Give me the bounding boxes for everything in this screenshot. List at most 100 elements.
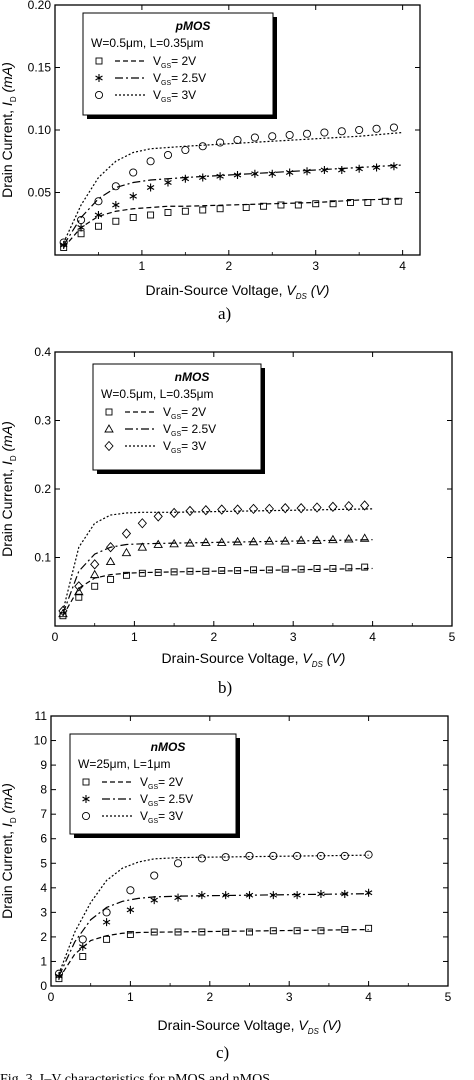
data-point	[293, 927, 301, 935]
x-tick-label: 5	[449, 630, 456, 644]
data-point	[233, 135, 242, 145]
x-tick-label: 4	[369, 630, 376, 644]
data-point	[170, 568, 178, 576]
data-point	[285, 168, 294, 177]
data-point	[293, 891, 301, 900]
data-point	[316, 851, 326, 860]
data-point	[245, 891, 254, 900]
legend-box	[82, 12, 274, 116]
legend-label-suffix: = 2.5V	[181, 422, 216, 436]
data-point	[146, 157, 155, 166]
data-point	[169, 538, 179, 548]
data-point	[154, 569, 162, 577]
x-tick-label: 4	[365, 990, 372, 1004]
data-point	[280, 536, 291, 545]
data-point	[79, 942, 87, 951]
y-tick-label: 2	[40, 930, 47, 944]
data-point	[174, 893, 182, 902]
x-axis-label-part: (V)	[307, 282, 330, 298]
x-tick-label: 4	[399, 259, 406, 273]
legend-marker	[105, 408, 113, 416]
data-point	[78, 935, 87, 944]
series-3	[54, 850, 373, 978]
data-point	[250, 566, 257, 574]
y-tick-label: 0.10	[28, 123, 52, 137]
data-point	[312, 535, 322, 544]
data-point	[185, 538, 195, 547]
data-point	[181, 207, 189, 215]
data-point	[102, 918, 111, 927]
data-point	[137, 542, 148, 551]
data-point	[250, 133, 259, 142]
legend-box	[92, 363, 262, 471]
y-tick-label: 0.3	[34, 414, 51, 428]
data-point	[251, 169, 259, 178]
legend-label-prefix: V	[163, 422, 171, 436]
y-axis-label-part: D	[9, 96, 18, 102]
data-point	[201, 537, 211, 546]
x-axis-label-part: (V)	[319, 1017, 342, 1033]
y-tick-label: 1	[40, 954, 47, 968]
data-point	[222, 928, 230, 936]
data-point	[328, 501, 338, 512]
legend-label-suffix: = 3V	[171, 88, 196, 102]
data-point	[201, 505, 211, 516]
data-point	[197, 854, 206, 863]
legend-device: pMOS	[175, 19, 211, 33]
legend-label-suffix: = 2.5V	[171, 71, 206, 85]
y-tick-label: 0.4	[34, 345, 51, 359]
data-point	[216, 138, 225, 147]
data-point	[355, 125, 364, 135]
data-point	[137, 518, 147, 529]
data-point	[77, 215, 86, 225]
y-tick-label: 0.1	[34, 551, 51, 565]
legend-label-sub: GS	[148, 784, 158, 791]
data-point	[233, 171, 242, 179]
data-point	[293, 851, 302, 860]
x-tick-label: 1	[127, 990, 134, 1004]
data-point	[338, 166, 346, 174]
x-tick-label: 3	[312, 259, 319, 273]
data-point	[74, 581, 84, 592]
data-point	[277, 201, 285, 209]
data-point	[248, 503, 259, 515]
x-tick-label: 5	[445, 990, 452, 1004]
data-point	[355, 164, 363, 173]
y-tick-label: 0.15	[28, 61, 52, 75]
data-point	[364, 199, 372, 206]
x-axis-label: Drain-Source Voltage, VDS (V)	[162, 650, 346, 669]
fit-line	[62, 539, 373, 614]
data-point	[340, 851, 349, 860]
data-point	[112, 201, 120, 209]
legend-label-sub: GS	[171, 431, 181, 438]
data-point	[344, 534, 354, 543]
y-tick-label: 11	[35, 709, 48, 723]
data-point	[126, 931, 134, 938]
data-point	[341, 926, 349, 933]
x-axis-label-part: Drain-Source Voltage,	[146, 282, 287, 298]
data-point	[121, 528, 132, 539]
legend-label: VGS= 2V	[163, 405, 206, 421]
data-point	[138, 569, 146, 577]
legend-label-prefix: V	[163, 439, 171, 453]
x-tick-label: 2	[225, 259, 232, 273]
x-axis-label-part: Drain-Source Voltage,	[162, 650, 303, 666]
y-tick-label: 4	[40, 881, 47, 895]
series-1	[55, 924, 373, 983]
data-point	[91, 582, 99, 590]
y-tick-label: 0.05	[28, 186, 52, 200]
legend-label-prefix: V	[153, 71, 161, 85]
data-point	[381, 197, 389, 205]
data-point	[198, 173, 207, 182]
series-1	[60, 197, 403, 251]
data-point	[269, 891, 278, 900]
data-point	[394, 197, 402, 205]
panel-label-b: b)	[218, 678, 233, 697]
x-axis-label-part: V	[286, 282, 297, 298]
data-point	[129, 192, 137, 201]
x-axis-label-part: V	[302, 650, 313, 666]
y-axis-label-part: (mA)	[0, 783, 15, 817]
fit-line	[63, 131, 403, 243]
data-point	[246, 928, 253, 936]
